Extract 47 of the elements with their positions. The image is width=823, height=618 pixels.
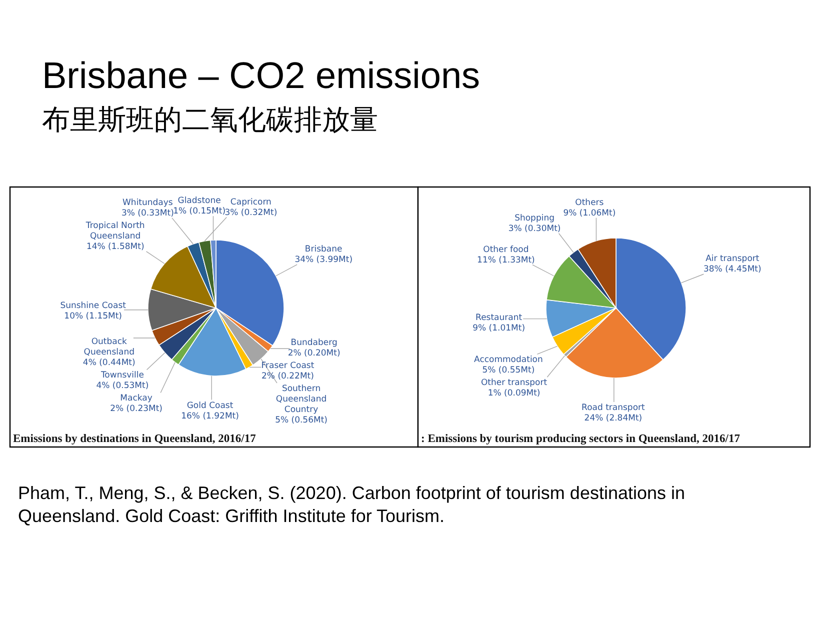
slice-label: Southern Queensland Country [276, 384, 327, 415]
slice-label: Other food [483, 244, 529, 255]
data-label: 3% (0.32Mt) [224, 208, 278, 218]
slice-label: Townsville [100, 370, 144, 381]
text: : Emissions by tourism producing sectors in Queensland, 2016/17 [421, 433, 740, 445]
data-label: 9% (1.01Mt) [472, 324, 526, 334]
slice-label: Other transport [480, 378, 548, 388]
chart-subtitle: 布里斯班的二氧化碳排放量 [42, 103, 378, 136]
text: Pham, T., Meng, S., & Becken, S. (2020). Carbon footprint of tourism destinations in Queensland. Gold Coast: Griffith Institute for Tourism. [18, 483, 686, 526]
data-label: 1% (0.09Mt) [488, 388, 540, 399]
slice-label: Sunshine Coast [60, 300, 127, 311]
text: Emissions by destinations in Queensland, 2016/17 [13, 433, 256, 445]
data-label: 5% (0.55Mt) [482, 366, 535, 376]
slice-label: Gold Coast [186, 400, 234, 411]
chart-title: Brisbane – CO2 emissions [42, 55, 480, 96]
data-label: 3% (0.33Mt) [121, 208, 174, 218]
slice-label: Shopping [514, 213, 554, 224]
data-label: 16% (1.92Mt) [181, 411, 239, 422]
data-label: 4% (0.53Mt) [96, 381, 149, 392]
slice-label: Mackay [120, 394, 152, 404]
slice-label: Outback Queensland [84, 337, 134, 358]
data-label: 10% (1.15Mt) [64, 311, 122, 322]
slice-label: Accommodation [474, 355, 543, 366]
data-label: 14% (1.58Mt) [86, 242, 144, 252]
data-label: 2% (0.20Mt) [288, 348, 340, 358]
slice-label: Bundaberg [290, 338, 338, 348]
slice-label: Capricorn [230, 197, 272, 208]
data-label: 24% (2.84Mt) [584, 413, 642, 424]
slice-label: Gladstone [178, 196, 221, 206]
slice-label: Fraser Coast [261, 361, 315, 371]
data-label: 5% (0.56Mt) [275, 416, 328, 426]
data-label: 3% (0.30Mt) [508, 224, 561, 234]
slice-label: Others [575, 198, 604, 208]
slice-label: Air transport [706, 254, 760, 264]
slice-label: Restaurant [476, 313, 523, 324]
data-label: 4% (0.44Mt) [82, 358, 136, 368]
data-label: 34% (3.99Mt) [294, 255, 353, 266]
data-label: 2% (0.22Mt) [262, 372, 314, 382]
data-label: 9% (1.06Mt) [563, 208, 616, 218]
data-label: 11% (1.33Mt) [477, 255, 535, 266]
slice-label: Whitundays [122, 198, 174, 208]
data-label: 38% (4.45Mt) [704, 264, 762, 275]
data-label: 2% (0.23Mt) [110, 404, 163, 414]
slice-label: Tropical North Queensland [84, 220, 145, 242]
data-label: 1% (0.15Mt) [173, 206, 226, 217]
slice-label: Road transport [582, 402, 646, 413]
slice-label: Brisbane [304, 244, 342, 255]
